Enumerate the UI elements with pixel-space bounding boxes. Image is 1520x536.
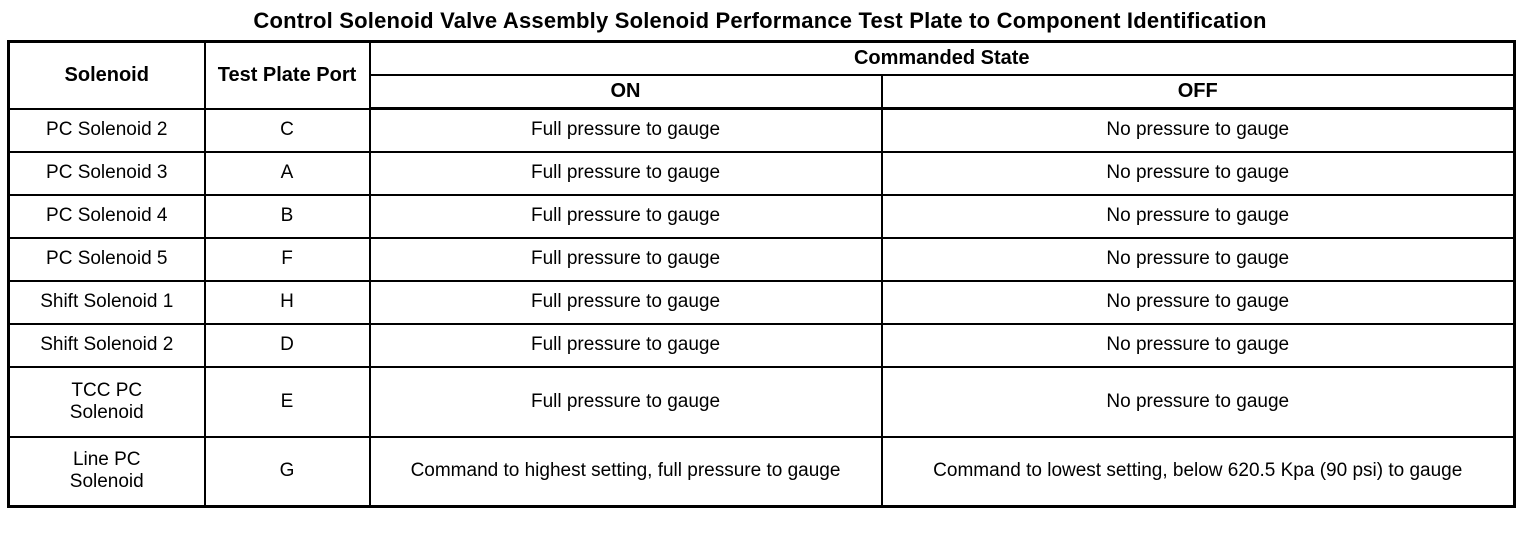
header-row-top: Solenoid Test Plate Port Commanded State [7, 40, 1516, 110]
port-cell: A [203, 150, 371, 196]
header-on: ON [368, 74, 883, 110]
table-row: Line PC Solenoid G Command to highest se… [7, 435, 1516, 508]
on-state-cell: Full pressure to gauge [368, 107, 883, 153]
on-state-cell: Command to highest setting, full pressur… [368, 435, 883, 508]
on-state-cell: Full pressure to gauge [368, 322, 883, 368]
header-solenoid: Solenoid [7, 40, 206, 110]
solenoid-cell: Line PC Solenoid [7, 435, 206, 508]
table-row: PC Solenoid 4 B Full pressure to gauge N… [7, 193, 1516, 239]
off-state-cell: No pressure to gauge [880, 279, 1516, 325]
port-cell: C [203, 107, 371, 153]
off-state-cell: No pressure to gauge [880, 150, 1516, 196]
off-state-cell: No pressure to gauge [880, 107, 1516, 153]
port-cell: H [203, 279, 371, 325]
table-row: Shift Solenoid 1 H Full pressure to gaug… [7, 279, 1516, 325]
header-test-plate-port: Test Plate Port [203, 40, 371, 110]
header-off: OFF [880, 74, 1516, 110]
port-cell: G [203, 435, 371, 508]
off-state-cell: No pressure to gauge [880, 322, 1516, 368]
on-state-cell: Full pressure to gauge [368, 365, 883, 438]
on-state-cell: Full pressure to gauge [368, 279, 883, 325]
table-row: Shift Solenoid 2 D Full pressure to gaug… [7, 322, 1516, 368]
solenoid-cell: PC Solenoid 5 [7, 236, 206, 282]
table-row: TCC PC Solenoid E Full pressure to gauge… [7, 365, 1516, 438]
solenoid-cell: TCC PC Solenoid [7, 365, 206, 438]
solenoid-cell: PC Solenoid 2 [7, 107, 206, 153]
on-state-cell: Full pressure to gauge [368, 193, 883, 239]
port-cell: E [203, 365, 371, 438]
table-row: PC Solenoid 3 A Full pressure to gauge N… [7, 150, 1516, 196]
table-row: PC Solenoid 2 C Full pressure to gauge N… [7, 107, 1516, 153]
on-state-cell: Full pressure to gauge [368, 150, 883, 196]
off-state-cell: Command to lowest setting, below 620.5 K… [880, 435, 1516, 508]
solenoid-cell: Shift Solenoid 2 [7, 322, 206, 368]
off-state-cell: No pressure to gauge [880, 193, 1516, 239]
header-commanded-state: Commanded State [368, 40, 1516, 76]
port-cell: D [203, 322, 371, 368]
on-state-cell: Full pressure to gauge [368, 236, 883, 282]
solenoid-cell: Shift Solenoid 1 [7, 279, 206, 325]
solenoid-cell: PC Solenoid 4 [7, 193, 206, 239]
header-row-on-off: ON OFF [9, 74, 1516, 110]
port-cell: F [203, 236, 371, 282]
table-row: PC Solenoid 5 F Full pressure to gauge N… [7, 236, 1516, 282]
off-state-cell: No pressure to gauge [880, 365, 1516, 438]
port-cell: B [203, 193, 371, 239]
solenoid-cell: PC Solenoid 3 [7, 150, 206, 196]
solenoid-performance-table: Solenoid Test Plate Port Commanded State… [7, 40, 1516, 508]
off-state-cell: No pressure to gauge [880, 236, 1516, 282]
table-title: Control Solenoid Valve Assembly Solenoid… [253, 8, 1267, 33]
